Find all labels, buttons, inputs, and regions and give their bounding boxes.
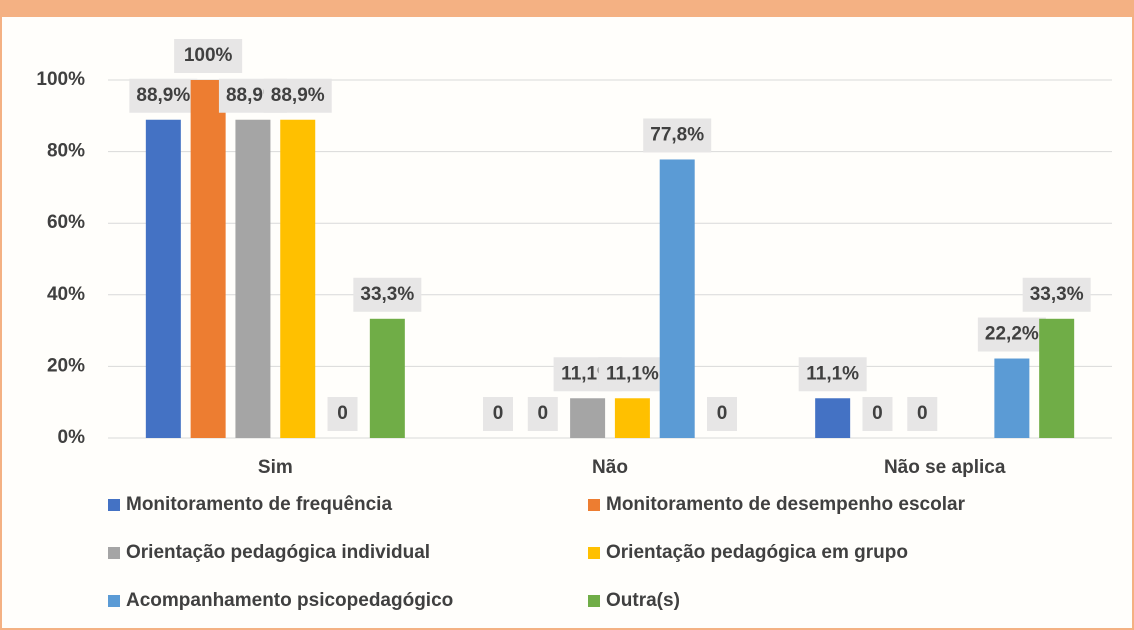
y-tick-label: 0% xyxy=(58,427,86,448)
y-tick-label: 20% xyxy=(47,355,85,376)
data-label: 100% xyxy=(184,45,233,66)
data-label: 33,3% xyxy=(1030,284,1084,305)
bar xyxy=(614,398,650,438)
bar xyxy=(280,119,316,438)
legend-label: Monitoramento de frequência xyxy=(126,494,392,515)
data-label: 77,8% xyxy=(650,124,704,145)
data-label: 33,3% xyxy=(360,284,414,305)
chart-frame xyxy=(0,15,1134,630)
bar xyxy=(815,398,851,438)
legend-swatch xyxy=(588,547,600,559)
data-label-box xyxy=(174,39,243,73)
legend-label: Orientação pedagógica em grupo xyxy=(606,542,908,563)
legend-label: Monitoramento de desempenho escolar xyxy=(606,494,966,515)
x-tick-label: Sim xyxy=(258,457,293,478)
legend-swatch xyxy=(108,595,120,607)
data-label: 22,2% xyxy=(985,324,1039,345)
data-label: 0 xyxy=(337,403,348,424)
bar xyxy=(570,398,606,438)
data-label-box xyxy=(798,357,867,392)
data-label: 0 xyxy=(538,403,549,424)
x-tick-label: Não xyxy=(592,457,628,478)
data-label: 0 xyxy=(493,403,504,424)
data-label-box xyxy=(862,397,893,431)
bar xyxy=(369,318,405,438)
y-tick-label: 80% xyxy=(47,141,85,162)
y-tick-label: 40% xyxy=(47,284,85,305)
data-label-box xyxy=(527,397,558,431)
legend-label: Orientação pedagógica individual xyxy=(126,542,430,563)
data-label: 0 xyxy=(717,403,728,424)
bar xyxy=(190,80,226,438)
legend-label: Acompanhamento psicopedagógico xyxy=(126,590,453,611)
legend-swatch xyxy=(588,595,600,607)
data-label-box xyxy=(353,277,422,312)
data-label-box xyxy=(598,357,667,392)
legend-swatch xyxy=(588,499,600,511)
data-label-box xyxy=(707,397,737,431)
x-tick-label: Não se aplica xyxy=(884,457,1006,478)
data-label: 0 xyxy=(917,403,928,424)
data-label-box xyxy=(907,397,938,431)
data-label-box xyxy=(483,397,513,431)
data-label: 88,9% xyxy=(271,85,325,106)
data-label-box xyxy=(327,397,358,431)
data-label-box xyxy=(977,317,1046,352)
y-tick-label: 60% xyxy=(47,212,85,233)
data-label: 11,1% xyxy=(606,363,659,384)
bar xyxy=(145,119,181,438)
data-label-box xyxy=(643,118,712,153)
data-label-box xyxy=(129,78,198,113)
bar xyxy=(994,358,1030,438)
bar xyxy=(1039,318,1075,438)
data-label: 11,1% xyxy=(806,363,859,384)
data-label-box xyxy=(263,78,332,113)
legend-swatch xyxy=(108,547,120,559)
data-label: 0 xyxy=(872,403,883,424)
y-tick-label: 100% xyxy=(36,69,85,90)
data-label: 88,9% xyxy=(136,85,190,106)
legend-label: Outra(s) xyxy=(606,590,680,611)
data-label-box xyxy=(1022,277,1091,312)
bar xyxy=(235,119,271,438)
legend-swatch xyxy=(108,499,120,511)
bar xyxy=(659,159,695,438)
header-strip xyxy=(0,0,1134,16)
